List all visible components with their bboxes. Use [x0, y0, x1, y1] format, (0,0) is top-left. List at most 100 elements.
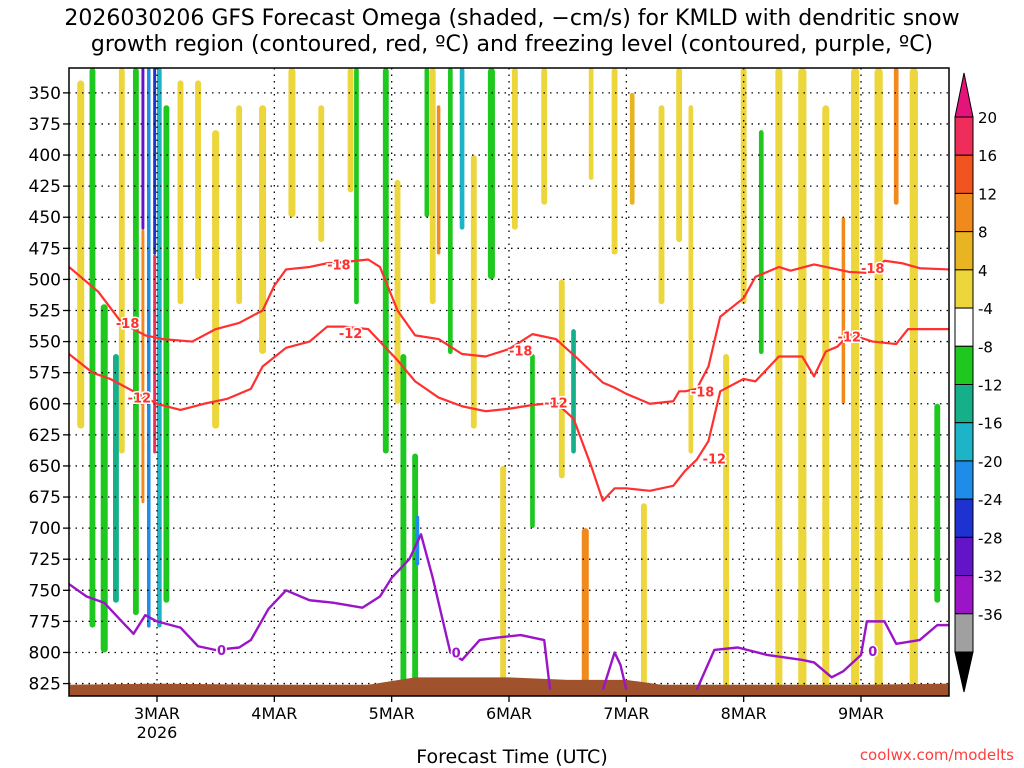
omega-shade-48	[723, 354, 729, 690]
omega-shade-59	[934, 403, 941, 603]
omega-shade-42	[611, 68, 618, 255]
omega-shade-9	[153, 68, 157, 255]
colorbar-label: 12	[978, 185, 997, 203]
y-tick-label: 625	[29, 426, 61, 446]
omega-shade-37	[541, 68, 548, 205]
omega-shade-55	[851, 68, 860, 690]
credit-link[interactable]: coolwx.com/modelts	[859, 746, 1014, 764]
contour-label: -12	[838, 331, 862, 346]
colorbar-swatch	[954, 231, 974, 271]
y-tick-label: 675	[29, 488, 61, 508]
colorbar-swatch	[954, 613, 974, 653]
omega-shade-39	[571, 329, 576, 454]
colorbar-label: 4	[978, 262, 988, 280]
contour-minus12	[69, 325, 949, 502]
omega-shade-40	[581, 528, 589, 690]
y-tick-label: 450	[29, 208, 61, 228]
omega-shade-16	[236, 105, 243, 305]
omega-shade-32	[470, 155, 477, 429]
y-tick-label: 650	[29, 457, 61, 477]
colorbar-swatch	[954, 460, 974, 500]
contour-label: 0	[452, 646, 461, 661]
colorbar-label: 8	[978, 224, 988, 242]
omega-shade-34	[500, 465, 507, 690]
y-tick-label: 775	[29, 612, 61, 632]
omega-shade-35	[511, 68, 518, 230]
y-tick-label: 575	[29, 364, 61, 384]
contour-label: -12	[703, 452, 727, 467]
colorbar-swatch	[954, 498, 974, 538]
omega-shade-41	[588, 68, 594, 180]
x-tick-sublabel: 2026	[137, 723, 178, 742]
contour-label: -12	[128, 392, 152, 407]
y-tick-label: 425	[29, 177, 61, 197]
contour-label: -18	[691, 385, 715, 400]
contour-label: -18	[116, 317, 140, 332]
omega-shade-6	[141, 68, 145, 230]
y-tick-label: 800	[29, 643, 61, 663]
omega-shade-23	[394, 179, 401, 404]
omega-shade-22	[382, 68, 389, 454]
omega-shade-44	[641, 503, 647, 690]
chart-title-line1: 2026030206 GFS Forecast Omega (shaded, −…	[64, 6, 960, 31]
omega-shade-58	[909, 68, 918, 690]
omega-shade-53	[822, 105, 830, 690]
terrain-surface	[69, 677, 949, 696]
colorbar-swatch	[954, 575, 974, 615]
y-tick-label: 700	[29, 519, 61, 539]
y-tick-label: 400	[29, 146, 61, 166]
omega-shade-4	[113, 354, 119, 603]
x-tick-label: 5MAR	[369, 704, 415, 723]
colorbar-top-arrow	[954, 72, 974, 118]
colorbar-label: 20	[978, 109, 997, 127]
colorbar-bottom-arrow	[954, 651, 974, 693]
y-tick-label: 350	[29, 84, 61, 104]
colorbar-swatch	[954, 192, 974, 233]
y-tick-label: 725	[29, 550, 61, 570]
omega-shade-56	[874, 68, 883, 690]
omega-shade-47	[688, 105, 694, 454]
omega-shade-19	[318, 105, 325, 243]
contour-label: 0	[217, 644, 226, 659]
omega-shade-2	[89, 68, 96, 628]
colorbar-swatch	[954, 307, 974, 347]
omega-shade-5	[132, 68, 139, 616]
colorbar-swatch	[954, 384, 974, 424]
x-tick-label: 7MAR	[603, 704, 649, 723]
y-tick-label: 750	[29, 581, 61, 601]
omega-shade-7	[141, 229, 145, 504]
colorbar-label: -8	[978, 338, 993, 356]
contour-freezing-level-seg3	[695, 620, 949, 691]
contour-label: -12	[339, 327, 363, 342]
colorbar-label: -24	[978, 491, 1003, 509]
omega-shade-17	[259, 105, 267, 355]
y-tick-label: 825	[29, 675, 61, 695]
colorbar-swatch	[954, 422, 974, 462]
colorbar-label: -36	[978, 606, 1003, 624]
contour-minus18	[69, 258, 949, 405]
plot-layer: -18 -12 -18 -12 -18 -12 -18 -12 -18 -12 0 0 0	[69, 68, 949, 696]
colorbar-label: -28	[978, 529, 1003, 547]
omega-shade-57	[893, 68, 899, 205]
omega-shade-45	[658, 105, 665, 305]
colorbar-swatch	[954, 536, 974, 577]
omega-shade-24	[400, 354, 407, 690]
x-tick-label: 9MAR	[838, 704, 884, 723]
omega-shade-18	[288, 68, 296, 218]
contour-label: -18	[861, 262, 885, 277]
omega-shade-13	[177, 80, 184, 305]
omega-shade-36	[530, 354, 535, 529]
omega-shade-50	[758, 130, 764, 355]
omega-shade-51	[775, 68, 783, 690]
chart-title: 2026030206 GFS Forecast Omega (shaded, −…	[0, 6, 1024, 58]
omega-shade-27	[424, 68, 430, 218]
chart-title-line2: growth region (contoured, red, ºC) and f…	[90, 32, 934, 57]
colorbar-swatch	[954, 345, 974, 385]
x-tick-label: 3MAR	[134, 704, 180, 723]
omega-shade-43	[629, 92, 635, 205]
omega-shade-52	[798, 68, 807, 690]
contour-label: -18	[327, 258, 351, 273]
colorbar-swatch	[954, 269, 974, 309]
colorbar-label: -4	[978, 300, 993, 318]
